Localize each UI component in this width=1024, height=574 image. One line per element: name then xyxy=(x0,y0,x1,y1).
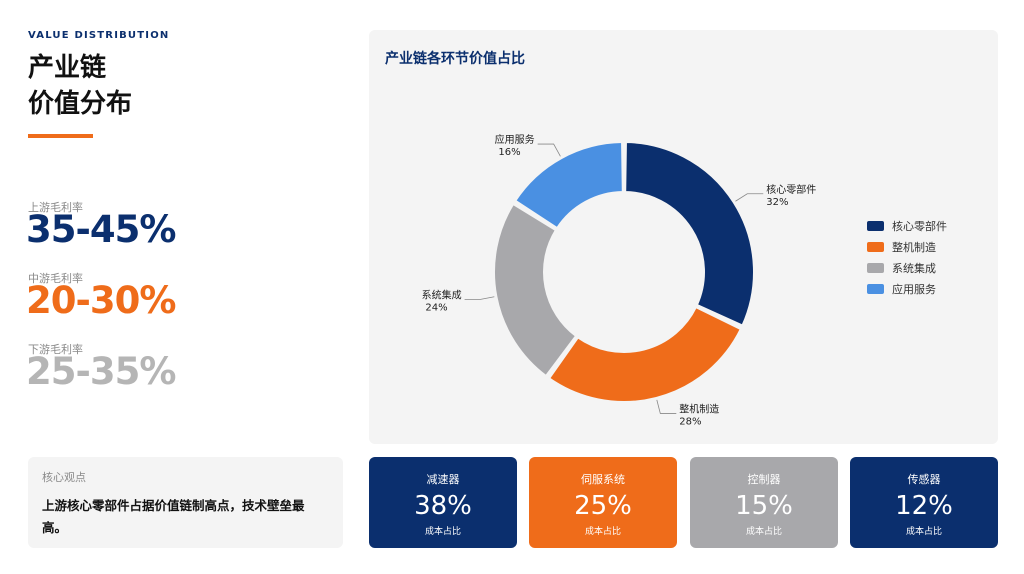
page-title: 产业链 价值分布 xyxy=(28,50,132,122)
donut-slice xyxy=(514,141,624,230)
slice-name-label: 核心零部件 xyxy=(766,183,816,196)
card-name: 控制器 xyxy=(747,473,781,486)
slice-name-label: 应用服务 xyxy=(495,133,535,146)
card-name: 伺服系统 xyxy=(581,473,625,486)
legend-label: 整机制造 xyxy=(892,240,936,254)
card-value: 25% xyxy=(574,491,632,521)
page-title-line1: 产业链 xyxy=(28,53,107,83)
title-underline xyxy=(28,134,93,138)
card-sub: 成本占比 xyxy=(745,527,782,537)
chart-title: 产业链各环节价值占比 xyxy=(385,51,525,67)
legend-item: 系统集成 xyxy=(867,257,947,278)
insight-text: 上游核心零部件占据价值链制高点，技术壁垒最高。 xyxy=(42,498,305,535)
legend-item: 整机制造 xyxy=(867,236,947,257)
label-leader-line xyxy=(537,143,561,157)
insight-label: 核心观点 xyxy=(42,471,86,484)
slice-name-label: 系统集成 xyxy=(422,288,462,301)
donut-slice xyxy=(493,202,578,378)
cost-card-controller: 控制器 15% 成本占比 xyxy=(690,457,838,548)
downstream-margin-value: 25-35% xyxy=(26,350,176,393)
label-leader-line xyxy=(656,399,677,414)
slice-value-label: 28% xyxy=(679,416,701,427)
card-value: 12% xyxy=(895,491,953,521)
donut-slice xyxy=(548,306,742,403)
donut-slice xyxy=(624,141,755,327)
cost-card-sensor: 传感器 12% 成本占比 xyxy=(850,457,998,548)
card-value: 15% xyxy=(735,491,793,521)
card-value: 38% xyxy=(414,491,472,521)
legend-swatch xyxy=(867,262,884,273)
legend-swatch xyxy=(867,283,884,294)
label-leader-line xyxy=(464,296,495,300)
legend-label: 应用服务 xyxy=(892,282,936,296)
upstream-margin-label: 上游毛利率 xyxy=(28,201,83,214)
section-kicker: VALUE DISTRIBUTION xyxy=(28,30,170,41)
legend-item: 应用服务 xyxy=(867,278,947,299)
slice-name-label: 整机制造 xyxy=(679,402,719,415)
card-name: 减速器 xyxy=(426,473,460,486)
slice-value-label: 24% xyxy=(425,302,447,313)
legend-label: 核心零部件 xyxy=(892,219,947,233)
cost-card-reducer: 减速器 38% 成本占比 xyxy=(369,457,517,548)
midstream-margin-label: 中游毛利率 xyxy=(28,272,83,285)
legend-swatch xyxy=(867,241,884,252)
midstream-margin-value: 20-30% xyxy=(26,279,176,322)
card-name: 传感器 xyxy=(907,473,941,486)
slice-value-label: 16% xyxy=(498,147,520,158)
legend-label: 系统集成 xyxy=(892,261,936,275)
card-sub: 成本占比 xyxy=(584,527,621,537)
slice-value-label: 32% xyxy=(766,197,788,208)
card-sub: 成本占比 xyxy=(424,527,461,537)
downstream-margin-label: 下游毛利率 xyxy=(28,343,83,356)
chart-legend: 核心零部件 整机制造 系统集成 应用服务 xyxy=(867,215,947,299)
legend-item: 核心零部件 xyxy=(867,215,947,236)
card-sub: 成本占比 xyxy=(905,527,942,537)
cost-card-servo: 伺服系统 25% 成本占比 xyxy=(529,457,677,548)
upstream-margin-value: 35-45% xyxy=(26,208,176,251)
label-leader-line xyxy=(735,193,764,202)
legend-swatch xyxy=(867,220,884,231)
insight-box: 核心观点 上游核心零部件占据价值链制高点，技术壁垒最高。 xyxy=(28,457,343,548)
page-title-line2: 价值分布 xyxy=(28,89,133,119)
chart-panel: 产业链各环节价值占比 核心零部件 32% 整机制造 28% 系统集成 24% 应用服务 16%… xyxy=(369,30,998,444)
